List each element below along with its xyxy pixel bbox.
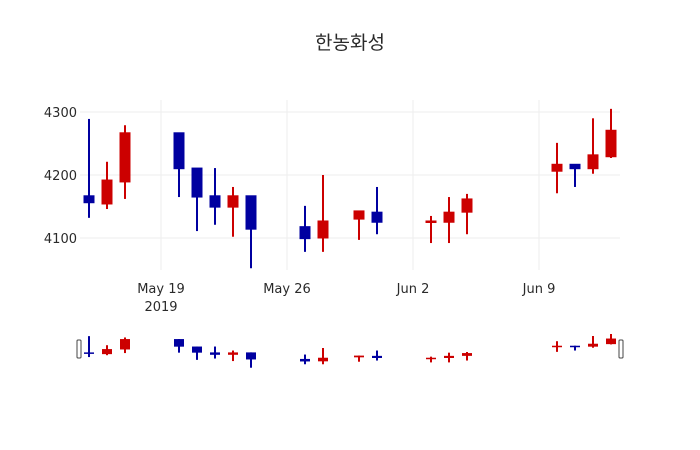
candle[interactable] <box>101 161 113 210</box>
candle[interactable] <box>299 205 311 252</box>
candle[interactable] <box>425 215 437 244</box>
x-tick-label: Jun 9 <box>522 282 556 297</box>
grid-lines <box>80 100 620 270</box>
range-slider-right-handle[interactable] <box>618 339 624 359</box>
candle[interactable] <box>371 186 383 235</box>
x-tick-label: May 26 <box>263 282 311 297</box>
chart-title: 한농화성 <box>315 32 385 54</box>
x-tick-year: 2019 <box>144 300 177 315</box>
y-tick-label: 4300 <box>44 106 77 121</box>
candle[interactable] <box>191 167 203 232</box>
candle[interactable] <box>245 195 257 269</box>
y-tick-label: 4200 <box>44 169 77 184</box>
candle[interactable] <box>317 175 329 252</box>
candle[interactable] <box>83 118 95 218</box>
x-tick-label: May 19 <box>137 282 185 297</box>
candle[interactable] <box>587 118 599 174</box>
candle[interactable] <box>551 142 563 194</box>
candle[interactable] <box>119 125 131 199</box>
range-slider-left-handle[interactable] <box>76 339 82 359</box>
candle[interactable] <box>209 168 221 225</box>
x-tick-label: Jun 2 <box>396 282 430 297</box>
candle[interactable] <box>173 132 185 198</box>
candle[interactable] <box>605 108 617 158</box>
candles <box>83 108 617 269</box>
y-tick-label: 4100 <box>44 232 77 247</box>
candle[interactable] <box>569 163 581 187</box>
range-slider[interactable] <box>76 334 624 368</box>
candle[interactable] <box>353 210 365 240</box>
candle[interactable] <box>227 186 239 237</box>
candle[interactable] <box>443 197 455 244</box>
candle[interactable] <box>461 193 473 235</box>
